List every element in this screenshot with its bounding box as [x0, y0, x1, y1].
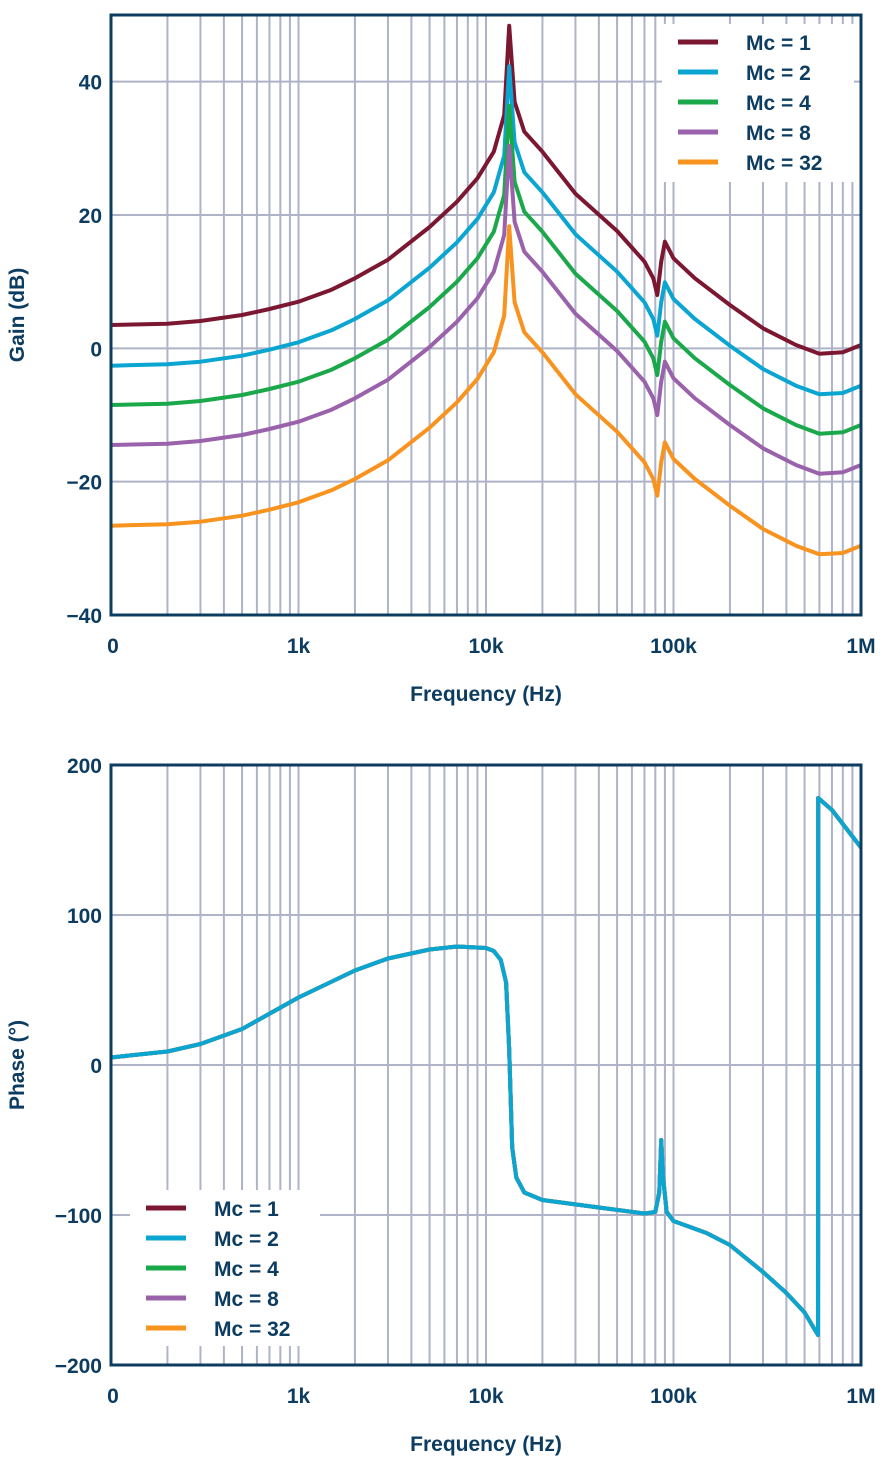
y-axis-label: Gain (dB) [6, 268, 29, 363]
legend-label: Mc = 8 [214, 1288, 279, 1311]
y-tick-label: 40 [79, 72, 102, 95]
y-axis-label: Phase (°) [6, 1020, 29, 1110]
y-tick-label: −100 [55, 1205, 102, 1228]
legend-label: Mc = 32 [746, 152, 822, 175]
legend-label: Mc = 4 [746, 92, 811, 115]
x-tick-label: 1M [846, 635, 875, 658]
x-tick-label: 0 [107, 635, 119, 658]
y-tick-label: −200 [55, 1355, 102, 1378]
legend-label: Mc = 2 [746, 62, 811, 85]
x-tick-label: 100k [650, 635, 697, 658]
series-line-mc1 [110, 23, 862, 356]
series-line-mc8 [110, 143, 862, 476]
y-tick-label: 20 [79, 205, 102, 228]
legend-label: Mc = 1 [214, 1198, 279, 1221]
y-tick-label: 0 [90, 1055, 102, 1078]
series-line-mc2 [110, 796, 863, 1337]
x-tick-label: 100k [650, 1385, 697, 1408]
y-tick-label: 0 [90, 338, 102, 361]
legend-label: Mc = 8 [746, 122, 811, 145]
plot-frame [109, 763, 863, 1367]
x-tick-label: 10k [468, 1385, 503, 1408]
y-tick-label: −40 [66, 605, 102, 628]
x-tick-label: 0 [107, 1385, 119, 1408]
x-axis-label: Frequency (Hz) [410, 1433, 562, 1456]
x-tick-label: 1k [287, 635, 311, 658]
series-line-mc2 [110, 64, 862, 397]
plot-frame [109, 13, 863, 617]
x-tick-label: 1M [846, 1385, 875, 1408]
legend: Mc = 1 Mc = 2 Mc = 4 Mc = 8 Mc = 32 [130, 1190, 320, 1346]
x-tick-label: 10k [468, 635, 503, 658]
legend-label: Mc = 2 [214, 1228, 279, 1251]
y-tick-label: 200 [67, 755, 102, 778]
legend-label: Mc = 32 [214, 1318, 290, 1341]
legend-label: Mc = 4 [214, 1258, 279, 1281]
series-line-mc32 [110, 224, 862, 557]
series-line-mc4 [110, 103, 862, 436]
y-tick-label: 100 [67, 905, 102, 928]
x-axis-label: Frequency (Hz) [410, 683, 562, 706]
x-tick-label: 1k [287, 1385, 311, 1408]
legend-label: Mc = 1 [746, 32, 811, 55]
y-tick-label: −20 [66, 472, 102, 495]
legend: Mc = 1 Mc = 2 Mc = 4 Mc = 8 Mc = 32 [662, 24, 854, 182]
